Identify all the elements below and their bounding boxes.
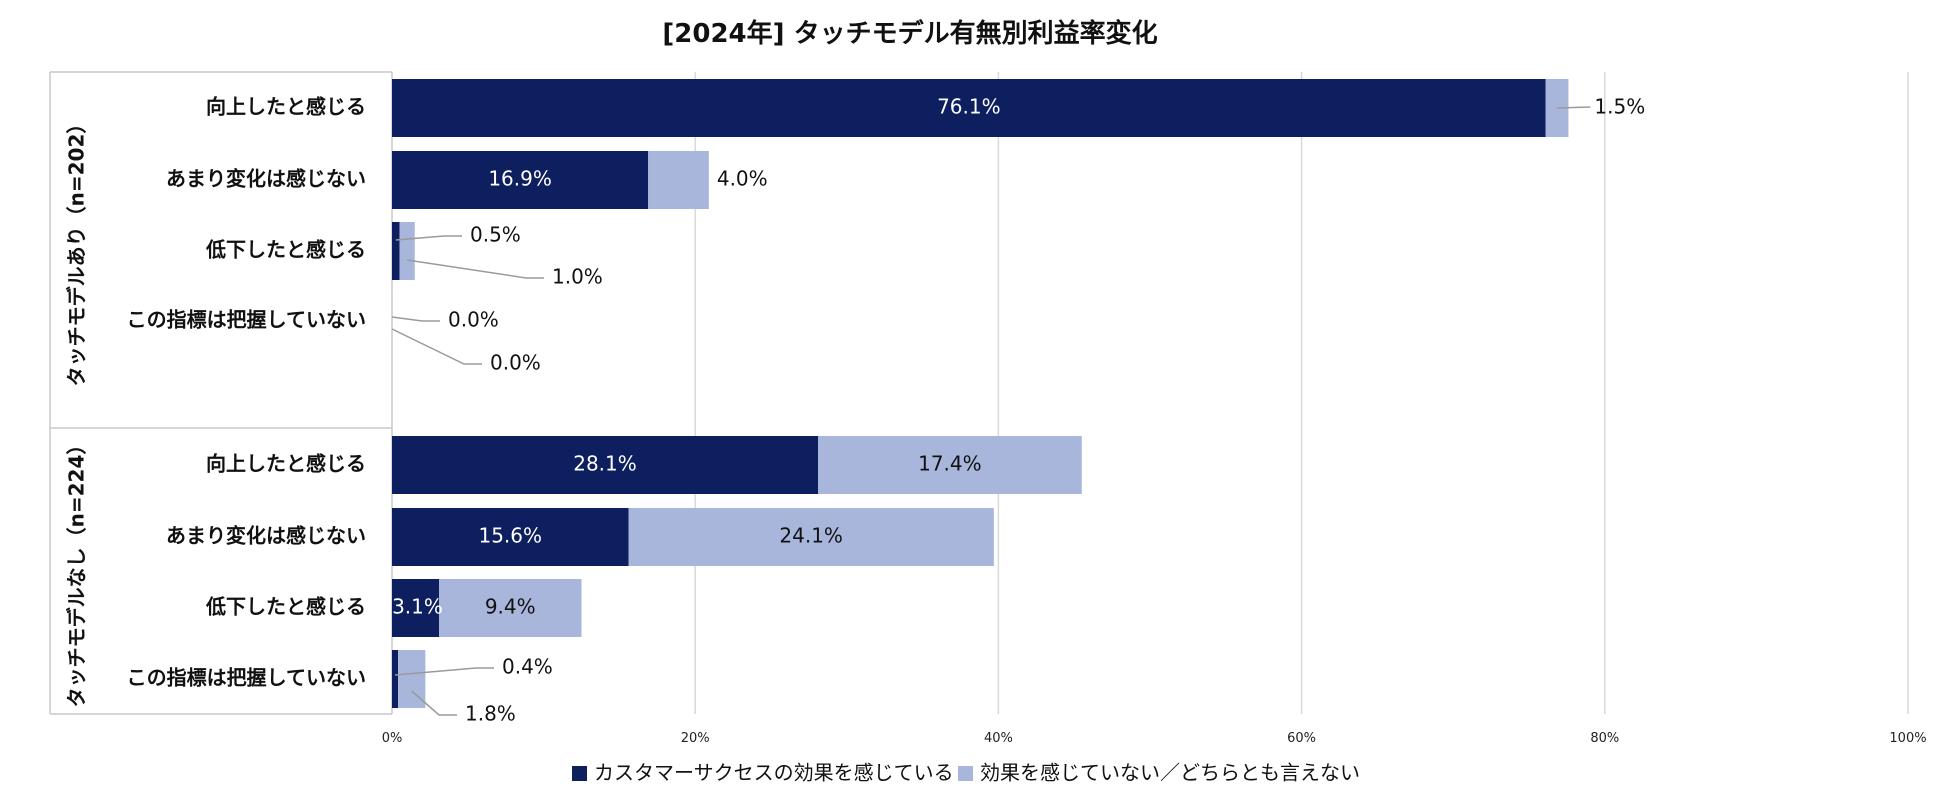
group-label: タッチモデルなし（n=224）: [65, 435, 89, 708]
group-label: タッチモデルあり（n=202）: [65, 114, 89, 387]
data-label: 15.6%: [478, 524, 542, 548]
leader-line: [411, 690, 457, 716]
bar-segment-not-effective: [648, 151, 709, 209]
data-label: 9.4%: [485, 595, 536, 619]
category-label: 低下したと感じる: [205, 595, 366, 619]
data-label: 1.5%: [1594, 95, 1645, 119]
data-label: 4.0%: [717, 167, 768, 191]
chart-title: [2024年] タッチモデル有無別利益率変化: [662, 18, 1157, 49]
leader-line: [407, 259, 544, 279]
bar-segment-effective: [392, 151, 649, 209]
bar-segment-not-effective: [438, 579, 582, 637]
legend-swatch: [572, 766, 587, 781]
data-label: 1.0%: [552, 265, 603, 289]
category-label: この指標は把握していない: [127, 308, 366, 332]
data-label: 0.0%: [448, 308, 499, 332]
data-label: 0.5%: [470, 223, 521, 247]
leader-line: [1557, 106, 1591, 109]
data-label: 28.1%: [573, 452, 637, 476]
category-label: あまり変化は感じない: [166, 524, 366, 548]
bar-segment-not-effective: [628, 508, 994, 566]
x-tick-label: 60%: [1287, 731, 1316, 746]
x-tick-label: 20%: [681, 731, 710, 746]
bar-segment-effective: [392, 508, 629, 566]
data-label: 0.4%: [502, 655, 553, 679]
bar-segment-not-effective: [817, 436, 1082, 494]
bar-segment-effective: [392, 436, 818, 494]
x-tick-label: 100%: [1889, 731, 1926, 746]
legend-label: 効果を感じていない／どちらとも言えない: [980, 761, 1360, 785]
legend-label: カスタマーサクセスの効果を感じている: [594, 761, 954, 785]
leader-line: [391, 316, 440, 322]
leader-line: [391, 328, 482, 365]
data-label: 17.4%: [918, 452, 982, 476]
category-label: 向上したと感じる: [206, 95, 366, 119]
legend-swatch: [958, 766, 973, 781]
data-label: 0.0%: [490, 351, 541, 375]
category-label: 低下したと感じる: [205, 238, 366, 262]
bar-segment-not-effective: [399, 222, 415, 280]
category-label: この指標は把握していない: [127, 666, 366, 690]
leader-line: [395, 235, 462, 241]
data-label: 24.1%: [779, 524, 843, 548]
bar-segment-effective: [392, 79, 1546, 137]
x-tick-label: 0%: [382, 731, 403, 746]
x-tick-label: 40%: [984, 731, 1013, 746]
x-tick-label: 80%: [1590, 731, 1619, 746]
data-label: 1.8%: [465, 702, 516, 726]
data-label: 3.1%: [392, 595, 443, 619]
category-label: あまり変化は感じない: [166, 167, 366, 191]
bar-segment-effective: [392, 579, 439, 637]
data-label: 16.9%: [488, 167, 552, 191]
category-label: 向上したと感じる: [206, 452, 366, 476]
bar-segment-effective: [392, 650, 399, 708]
data-label: 76.1%: [937, 95, 1001, 119]
bar-segment-effective: [392, 222, 400, 280]
leader-line: [394, 667, 494, 676]
